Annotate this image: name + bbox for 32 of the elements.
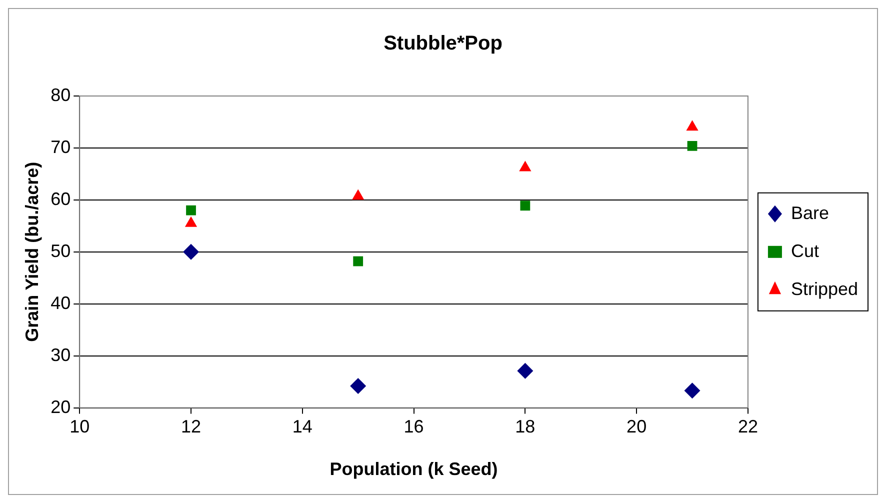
point [184, 216, 198, 227]
point [350, 378, 366, 394]
legend-label: Bare [790, 202, 829, 223]
point [519, 160, 532, 172]
x-tick-label: 22 [738, 416, 758, 437]
x-tick-label: 10 [70, 416, 90, 437]
x-tick-label: 12 [180, 416, 202, 437]
point [183, 244, 200, 260]
legend-label: Cut [790, 240, 819, 261]
y-tick-label: 30 [50, 344, 71, 365]
point [517, 362, 534, 379]
x-tick-label: 14 [292, 416, 312, 437]
x-axis-title: Population (k Seed) [330, 459, 498, 480]
y-tick-label: 60 [50, 188, 71, 209]
point [687, 140, 698, 151]
y-axis-title: Grain Yield (bu./acre) [22, 162, 42, 342]
y-tick-label: 50 [50, 240, 71, 261]
y-tick-label: 70 [50, 136, 71, 157]
point [686, 120, 698, 131]
y-tick-label: 80 [50, 84, 71, 105]
point [684, 382, 700, 399]
x-tick-label: 18 [515, 416, 536, 437]
y-tick-label: 40 [50, 292, 71, 313]
point [352, 189, 364, 200]
y-tick-label: 20 [50, 396, 71, 417]
point [353, 256, 364, 266]
x-tick-label: 16 [404, 416, 424, 437]
chart-title: Stubble*Pop [384, 32, 502, 55]
point [520, 200, 530, 211]
legend-label: Stripped [790, 278, 858, 299]
x-tick-label: 20 [626, 416, 647, 437]
point [186, 205, 196, 216]
